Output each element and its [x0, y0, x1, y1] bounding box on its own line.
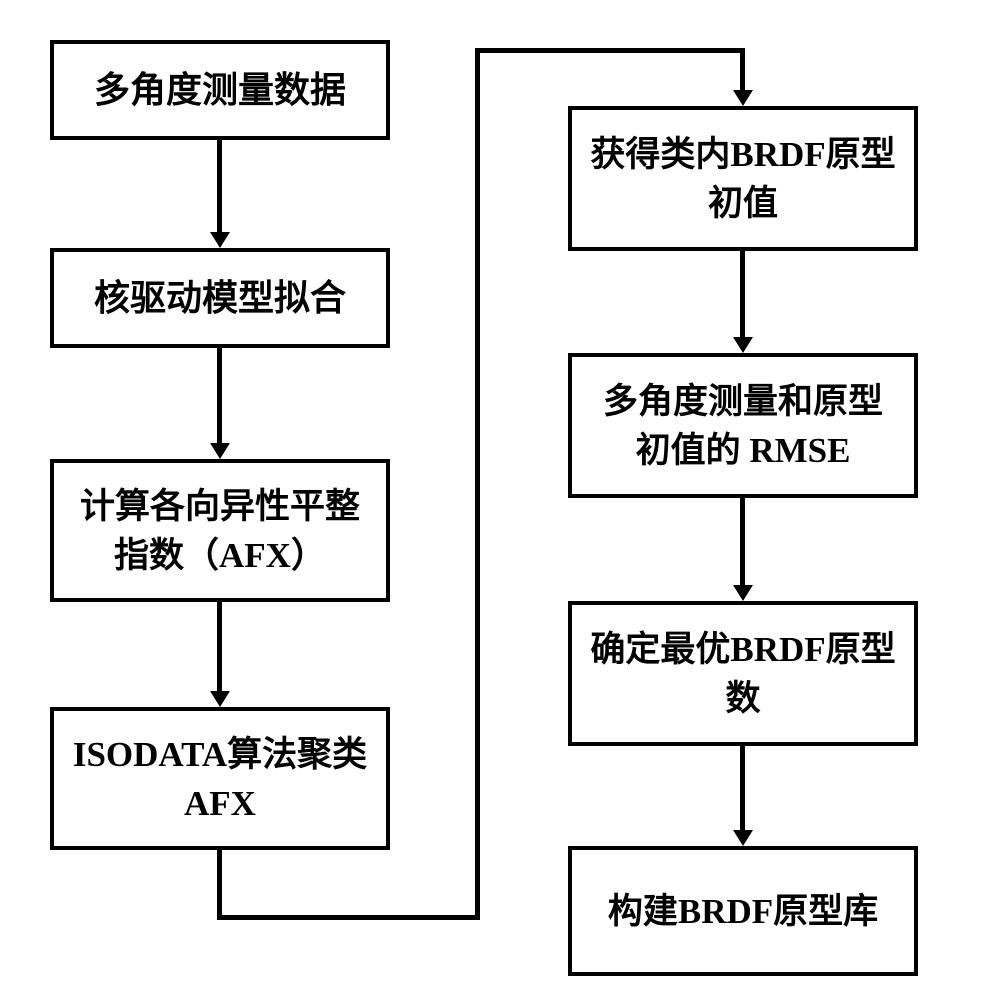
edge-n4-n5-v3 — [740, 48, 745, 90]
edge-n4-n5-head — [733, 90, 753, 106]
edge-n4-n5-v1 — [217, 850, 222, 920]
node-rmse: 多角度测量和原型初值的 RMSE — [568, 353, 918, 498]
node-label: 确定最优BRDF原型数 — [590, 625, 896, 723]
node-label: ISODATA算法聚类AFX — [72, 730, 368, 828]
node-build-brdf-lib: 构建BRDF原型库 — [568, 846, 918, 976]
edge-n7-n8-shaft — [740, 746, 745, 830]
edge-n2-n3-shaft — [217, 348, 222, 443]
edge-n2-n3-head — [210, 443, 230, 459]
edge-n6-n7-shaft — [740, 498, 745, 585]
node-label: 核驱动模型拟合 — [94, 273, 346, 323]
brdf-flowchart: 多角度测量数据 核驱动模型拟合 计算各向异性平整指数（AFX） ISODATA算… — [0, 0, 982, 1000]
edge-n5-n6-shaft — [740, 251, 745, 337]
node-label: 构建BRDF原型库 — [608, 887, 878, 936]
node-optimal-brdf-count: 确定最优BRDF原型数 — [568, 601, 918, 746]
edge-n4-n5-h1 — [217, 915, 480, 920]
node-kernel-model-fit: 核驱动模型拟合 — [50, 248, 390, 348]
node-label: 多角度测量和原型初值的 RMSE — [590, 377, 896, 475]
node-calc-afx: 计算各向异性平整指数（AFX） — [50, 459, 390, 602]
edge-n1-n2-head — [210, 232, 230, 248]
node-isodata-cluster: ISODATA算法聚类AFX — [50, 707, 390, 850]
node-label: 多角度测量数据 — [94, 65, 346, 115]
edge-n4-n5-v2 — [475, 48, 480, 920]
edge-n3-n4-head — [210, 691, 230, 707]
edge-n4-n5-h2 — [475, 48, 743, 53]
edge-n3-n4-shaft — [217, 602, 222, 691]
node-label: 计算各向异性平整指数（AFX） — [72, 482, 368, 580]
edge-n1-n2-shaft — [217, 140, 222, 232]
edge-n5-n6-head — [733, 337, 753, 353]
node-intraclass-brdf-init: 获得类内BRDF原型初值 — [568, 106, 918, 251]
edge-n7-n8-head — [733, 830, 753, 846]
node-multiangle-data: 多角度测量数据 — [50, 40, 390, 140]
node-label: 获得类内BRDF原型初值 — [590, 130, 896, 228]
edge-n6-n7-head — [733, 585, 753, 601]
